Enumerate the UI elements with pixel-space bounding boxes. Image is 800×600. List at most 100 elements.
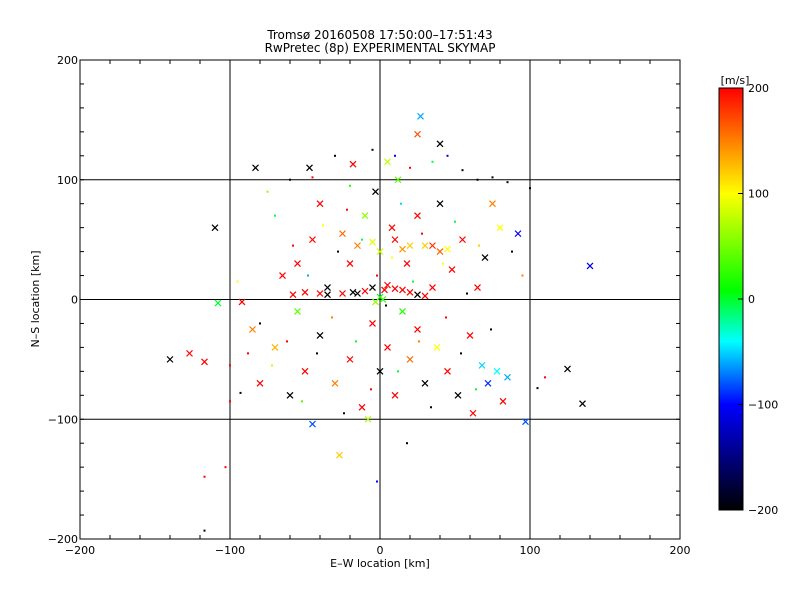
data-point-dot [316, 352, 318, 355]
data-point-cross [316, 332, 324, 339]
data-point-cross [459, 236, 466, 244]
data-point-cross [444, 367, 451, 375]
data-point-dot [418, 340, 420, 343]
data-point-dot [301, 400, 303, 403]
data-point-cross [339, 230, 346, 238]
data-point-dot [346, 208, 348, 211]
data-point-cross [294, 308, 301, 315]
data-point-dot [259, 322, 261, 325]
data-point-cross [489, 200, 496, 208]
data-point-dot [490, 328, 492, 331]
data-point-dot [311, 176, 314, 179]
data-point-dot [247, 352, 249, 355]
data-point-cross [271, 343, 279, 351]
data-point-dot [371, 148, 374, 151]
data-point-dot [391, 256, 393, 259]
data-point-dot [203, 529, 206, 532]
data-point-dot [331, 316, 333, 319]
data-point-cross [388, 224, 396, 232]
data-point-cross [376, 248, 384, 256]
data-point-dot [343, 412, 345, 415]
data-point-cross [346, 355, 354, 363]
data-point-cross [384, 281, 391, 289]
data-point-cross [478, 361, 486, 369]
data-point-dot [397, 370, 399, 373]
data-point-dot [337, 250, 339, 253]
data-point-cross [436, 200, 444, 208]
data-point-cross [394, 176, 402, 184]
data-point-cross [346, 260, 354, 267]
data-point-cross [331, 379, 339, 387]
data-point-cross [339, 290, 346, 297]
data-point-cross [309, 236, 316, 244]
data-point-cross [493, 367, 501, 375]
data-point-cross [444, 245, 451, 253]
data-point-cross [499, 397, 507, 405]
data-point-dot [506, 181, 509, 184]
data-point-cross [417, 112, 424, 120]
data-point-cross [469, 409, 477, 417]
data-point-dot [266, 190, 269, 193]
data-point-cross [214, 299, 222, 307]
data-point-dot [271, 364, 273, 367]
data-point-cross [354, 242, 361, 250]
data-point-cross [361, 287, 369, 295]
data-point-dot [460, 352, 462, 355]
y-tick-label: 100 [57, 174, 78, 187]
data-point-cross [279, 272, 286, 279]
data-point-dot [536, 387, 539, 390]
data-point-dot [529, 187, 531, 190]
colorbar: [m/s] 200 100 0 −100 −200 [718, 74, 778, 517]
data-point-dot [286, 340, 288, 343]
data-point-cross [238, 298, 246, 306]
colorbar-tick-label: 200 [748, 82, 769, 95]
data-point-cross [436, 248, 444, 256]
y-axis-label: N–S location [km] [29, 250, 42, 347]
data-point-cross [166, 355, 174, 363]
x-tick-label: 0 [377, 544, 384, 557]
data-point-dot [430, 406, 432, 409]
data-point-dot [239, 391, 242, 394]
data-point-cross [484, 379, 492, 387]
y-tick-label: −200 [48, 533, 78, 546]
data-point-cross [358, 403, 366, 411]
data-point-dot [421, 232, 423, 235]
x-tick-label: 100 [520, 544, 541, 557]
data-point-dot [292, 244, 294, 247]
data-point-dot [322, 224, 324, 227]
data-point-cross [391, 236, 399, 244]
data-point-cross [201, 358, 208, 366]
data-point-cross [522, 418, 529, 426]
data-point-dot [466, 292, 468, 295]
data-point-cross [306, 164, 313, 172]
data-point-cross [349, 160, 357, 168]
data-point-dot [476, 178, 479, 181]
data-point-cross [289, 291, 297, 299]
data-point-cross [391, 391, 399, 399]
data-point-dot [370, 388, 372, 391]
data-point-cross [364, 415, 372, 423]
data-point-cross [252, 164, 259, 172]
data-point-dot [446, 154, 449, 157]
data-point-cross [414, 130, 421, 138]
data-point-dot [289, 178, 291, 181]
data-point-dot [355, 340, 357, 343]
data-point-dot [229, 400, 231, 403]
data-point-dot [376, 274, 378, 277]
colorbar-tick-label: 0 [748, 293, 755, 306]
data-point-dot [521, 274, 524, 277]
data-point-cross [379, 296, 387, 303]
chart-title: Tromsø 20160508 17:50:00–17:51:43 [266, 28, 492, 42]
data-point-cross [454, 391, 462, 399]
data-point-cross [256, 379, 264, 387]
data-point-cross [514, 230, 522, 238]
data-point-dot [203, 475, 206, 478]
data-point-cross [474, 284, 481, 291]
data-point-cross [316, 290, 324, 297]
data-point-cross [399, 308, 406, 315]
data-point-cross [586, 262, 594, 270]
data-point-cross [399, 245, 406, 253]
data-point-dot [475, 388, 477, 391]
data-points [166, 112, 594, 532]
